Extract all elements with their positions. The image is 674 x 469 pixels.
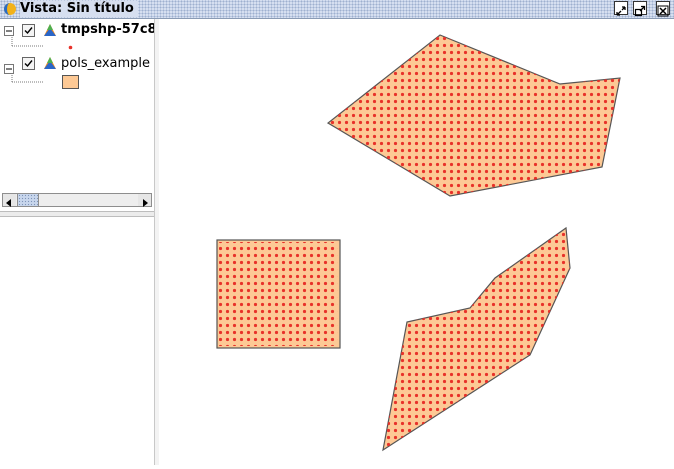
tree-collapse-icon[interactable]	[4, 26, 14, 36]
layer-name-pols-example[interactable]: pols_example	[61, 56, 151, 71]
map-svg[interactable]	[160, 19, 674, 465]
layer-visibility-checkbox[interactable]	[22, 24, 35, 37]
polygon-top[interactable]	[326, 34, 621, 197]
layer-visibility-checkbox[interactable]	[22, 57, 35, 70]
vector-layer-icon	[44, 24, 56, 36]
view-splitter[interactable]	[154, 19, 159, 465]
scrollbar-thumb[interactable]	[17, 194, 39, 206]
maximize-icon[interactable]	[633, 1, 647, 17]
polygon-bottom[interactable]	[382, 226, 571, 452]
map-canvas[interactable]	[160, 19, 674, 465]
point-legend-symbol	[68, 45, 73, 50]
rectangle-left[interactable]	[216, 239, 341, 349]
gvsig-logo-icon	[4, 3, 16, 15]
scroll-left-icon[interactable]	[3, 194, 16, 207]
layer-tree: tmpshp-57c8 pols_example	[0, 19, 154, 191]
table-of-contents-panel: tmpshp-57c8 pols_example	[0, 19, 159, 465]
toc-horizontal-scrollbar[interactable]	[2, 193, 152, 207]
tree-collapse-icon[interactable]	[4, 64, 14, 74]
polygon-legend-symbol	[62, 75, 79, 89]
close-icon[interactable]	[656, 1, 670, 17]
scroll-right-icon[interactable]	[138, 194, 151, 207]
vector-layer-icon	[44, 57, 56, 69]
window-title: Vista: Sin título	[20, 1, 138, 17]
panel-splitter[interactable]	[0, 211, 154, 217]
minimize-restore-icon[interactable]	[614, 1, 628, 16]
window-title-bar: Vista: Sin título	[0, 0, 674, 19]
layer-name-tmpshp[interactable]: tmpshp-57c8	[61, 22, 154, 37]
